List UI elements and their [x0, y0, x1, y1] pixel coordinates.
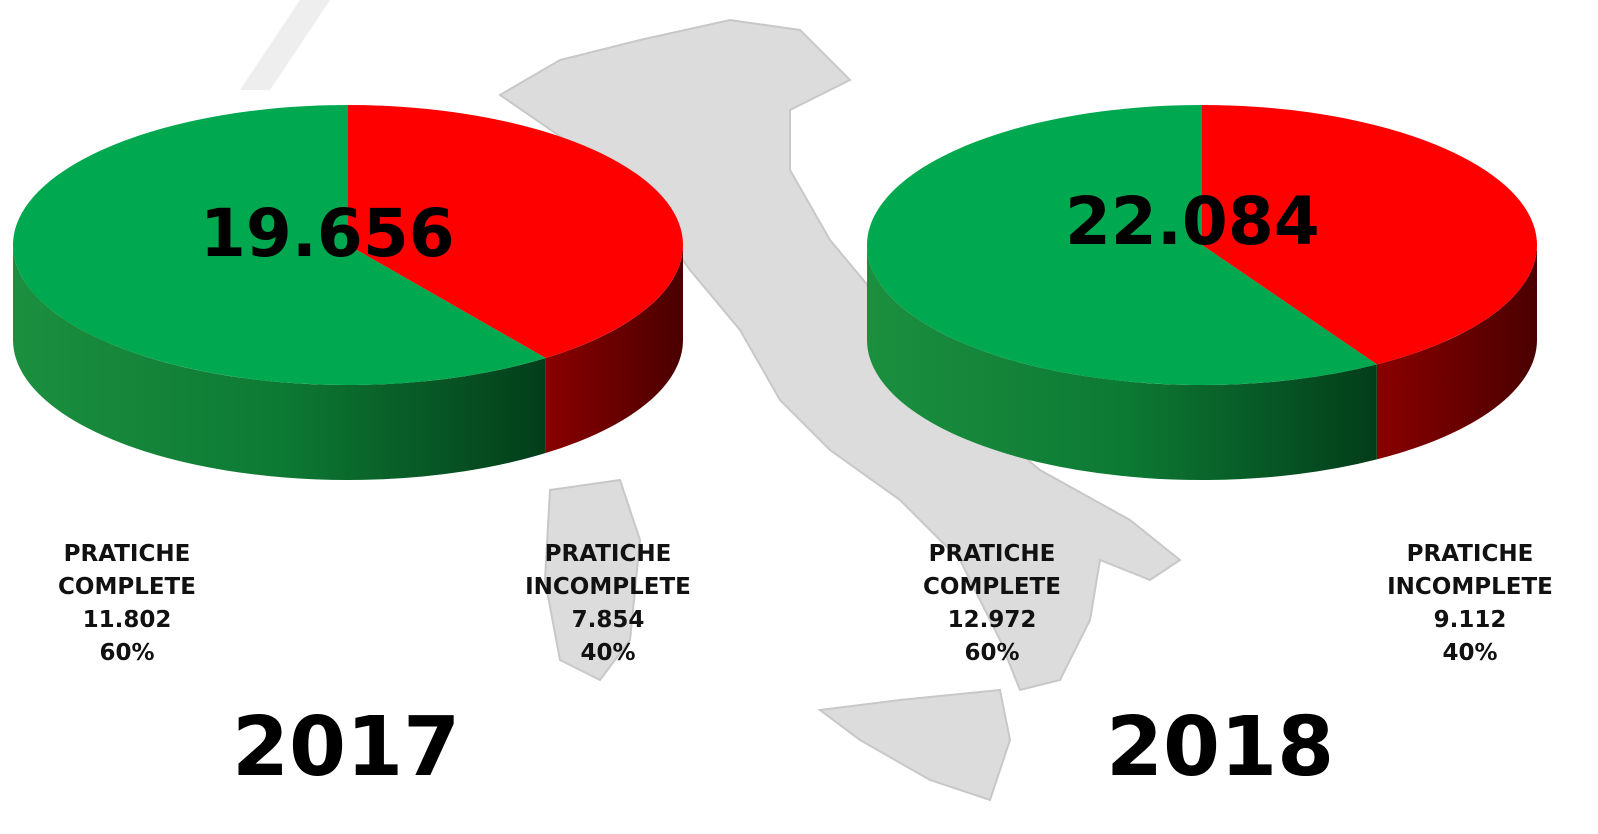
- pie-year: 2018: [1106, 700, 1335, 795]
- slice-count: 11.802: [82, 607, 172, 633]
- slice-count: 7.854: [571, 607, 645, 633]
- map-background: [498, 18, 1182, 692]
- pie-total: 19.656: [200, 195, 455, 272]
- slice-percent: 40%: [580, 640, 636, 666]
- slice-category: PRATICHE COMPLETE: [58, 541, 196, 600]
- slice-label: PRATICHE COMPLETE 12.972 60%: [882, 538, 1102, 670]
- slice-count: 12.972: [947, 607, 1037, 633]
- pie-side: [867, 245, 1377, 480]
- pie-side: [1376, 245, 1537, 460]
- pie-year: 2017: [232, 700, 461, 795]
- pie-slice: [348, 105, 683, 359]
- slice-category: PRATICHE COMPLETE: [923, 541, 1061, 600]
- pie-side: [13, 245, 546, 480]
- pie-total: 22.084: [1065, 183, 1320, 260]
- slice-category: PRATICHE INCOMPLETE: [1387, 541, 1553, 600]
- slice-label: PRATICHE INCOMPLETE 9.112 40%: [1360, 538, 1580, 670]
- slice-percent: 60%: [964, 640, 1020, 666]
- pie-slice: [866, 105, 1377, 386]
- pie-side: [545, 245, 683, 454]
- slice-percent: 40%: [1442, 640, 1498, 666]
- slice-count: 9.112: [1433, 607, 1507, 633]
- map-background: [817, 688, 1012, 802]
- slice-category: PRATICHE INCOMPLETE: [525, 541, 691, 600]
- map-background: [240, 0, 330, 90]
- slice-percent: 60%: [99, 640, 155, 666]
- pie-slice: [12, 105, 546, 386]
- pie-slice: [1202, 105, 1537, 365]
- slice-label: PRATICHE COMPLETE 11.802 60%: [17, 538, 237, 670]
- map-background: [543, 478, 642, 682]
- slice-label: PRATICHE INCOMPLETE 7.854 40%: [498, 538, 718, 670]
